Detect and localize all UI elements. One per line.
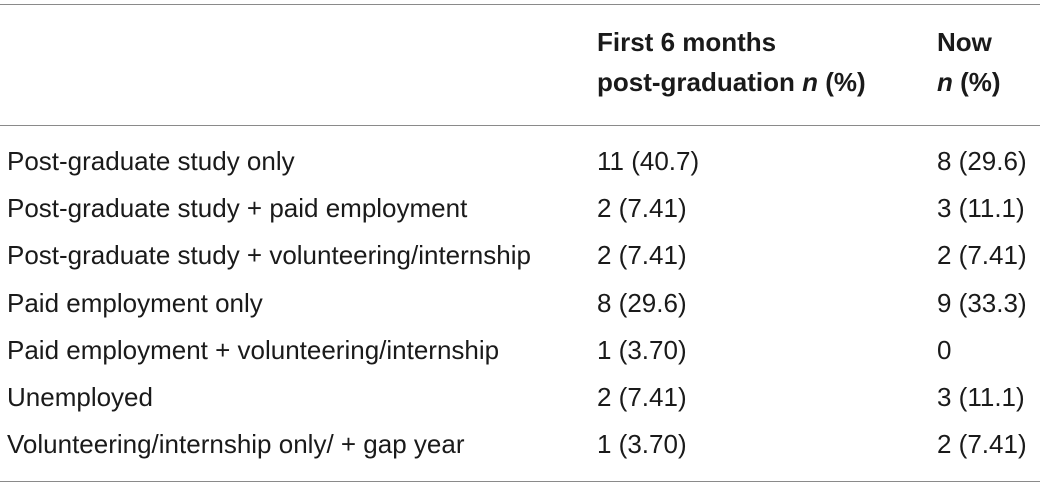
header-first-6-months-suffix: (%) <box>817 67 866 97</box>
table-row: Paid employment + volunteering/internshi… <box>0 327 1040 374</box>
header-first-6-months-prefix: post-graduation <box>597 67 803 97</box>
row-now: 3 (11.1) <box>937 193 1025 223</box>
header-first-6-months-n: n <box>802 67 818 97</box>
header-now-n: n <box>937 67 953 97</box>
row-first-6-months: 2 (7.41) <box>597 382 687 412</box>
row-now: 9 (33.3) <box>937 288 1027 318</box>
header-now-suffix: (%) <box>952 67 1001 97</box>
row-now: 3 (11.1) <box>937 382 1025 412</box>
row-now: 8 (29.6) <box>937 146 1027 176</box>
table-row: Post-graduate study only 11 (40.7) 8 (29… <box>0 138 1040 185</box>
row-label: Post-graduate study + paid employment <box>7 193 468 223</box>
row-label: Post-graduate study + volunteering/inter… <box>7 240 531 270</box>
header-now-line1: Now <box>937 27 992 57</box>
row-now: 2 (7.41) <box>937 429 1027 459</box>
table-row: Paid employment only 8 (29.6) 9 (33.3) <box>0 280 1040 327</box>
row-label: Volunteering/internship only/ + gap year <box>7 429 465 459</box>
table-header-rule <box>0 125 1040 126</box>
row-label: Paid employment + volunteering/internshi… <box>7 335 500 365</box>
table-row: Volunteering/internship only/ + gap year… <box>0 421 1040 468</box>
row-label: Paid employment only <box>7 288 263 318</box>
header-now: Now n (%) <box>937 22 1037 102</box>
header-now-line2: n (%) <box>937 62 1037 102</box>
row-now: 0 <box>937 335 952 365</box>
table-row: Post-graduate study + paid employment 2 … <box>0 185 1040 232</box>
row-label: Post-graduate study only <box>7 146 295 176</box>
row-first-6-months: 2 (7.41) <box>597 240 687 270</box>
table-bottom-rule <box>0 481 1040 482</box>
row-first-6-months: 11 (40.7) <box>597 146 700 176</box>
table-row: Post-graduate study + volunteering/inter… <box>0 232 1040 279</box>
header-first-6-months-line2: post-graduation n (%) <box>597 62 927 102</box>
table-row: Unemployed 2 (7.41) 3 (11.1) <box>0 374 1040 421</box>
row-first-6-months: 1 (3.70) <box>597 335 687 365</box>
row-now: 2 (7.41) <box>937 240 1027 270</box>
table-top-rule <box>0 4 1040 5</box>
row-first-6-months: 2 (7.41) <box>597 193 687 223</box>
row-first-6-months: 8 (29.6) <box>597 288 687 318</box>
header-first-6-months-line1: First 6 months <box>597 27 777 57</box>
row-first-6-months: 1 (3.70) <box>597 429 687 459</box>
row-label: Unemployed <box>7 382 153 412</box>
header-first-6-months: First 6 months post-graduation n (%) <box>597 22 927 102</box>
